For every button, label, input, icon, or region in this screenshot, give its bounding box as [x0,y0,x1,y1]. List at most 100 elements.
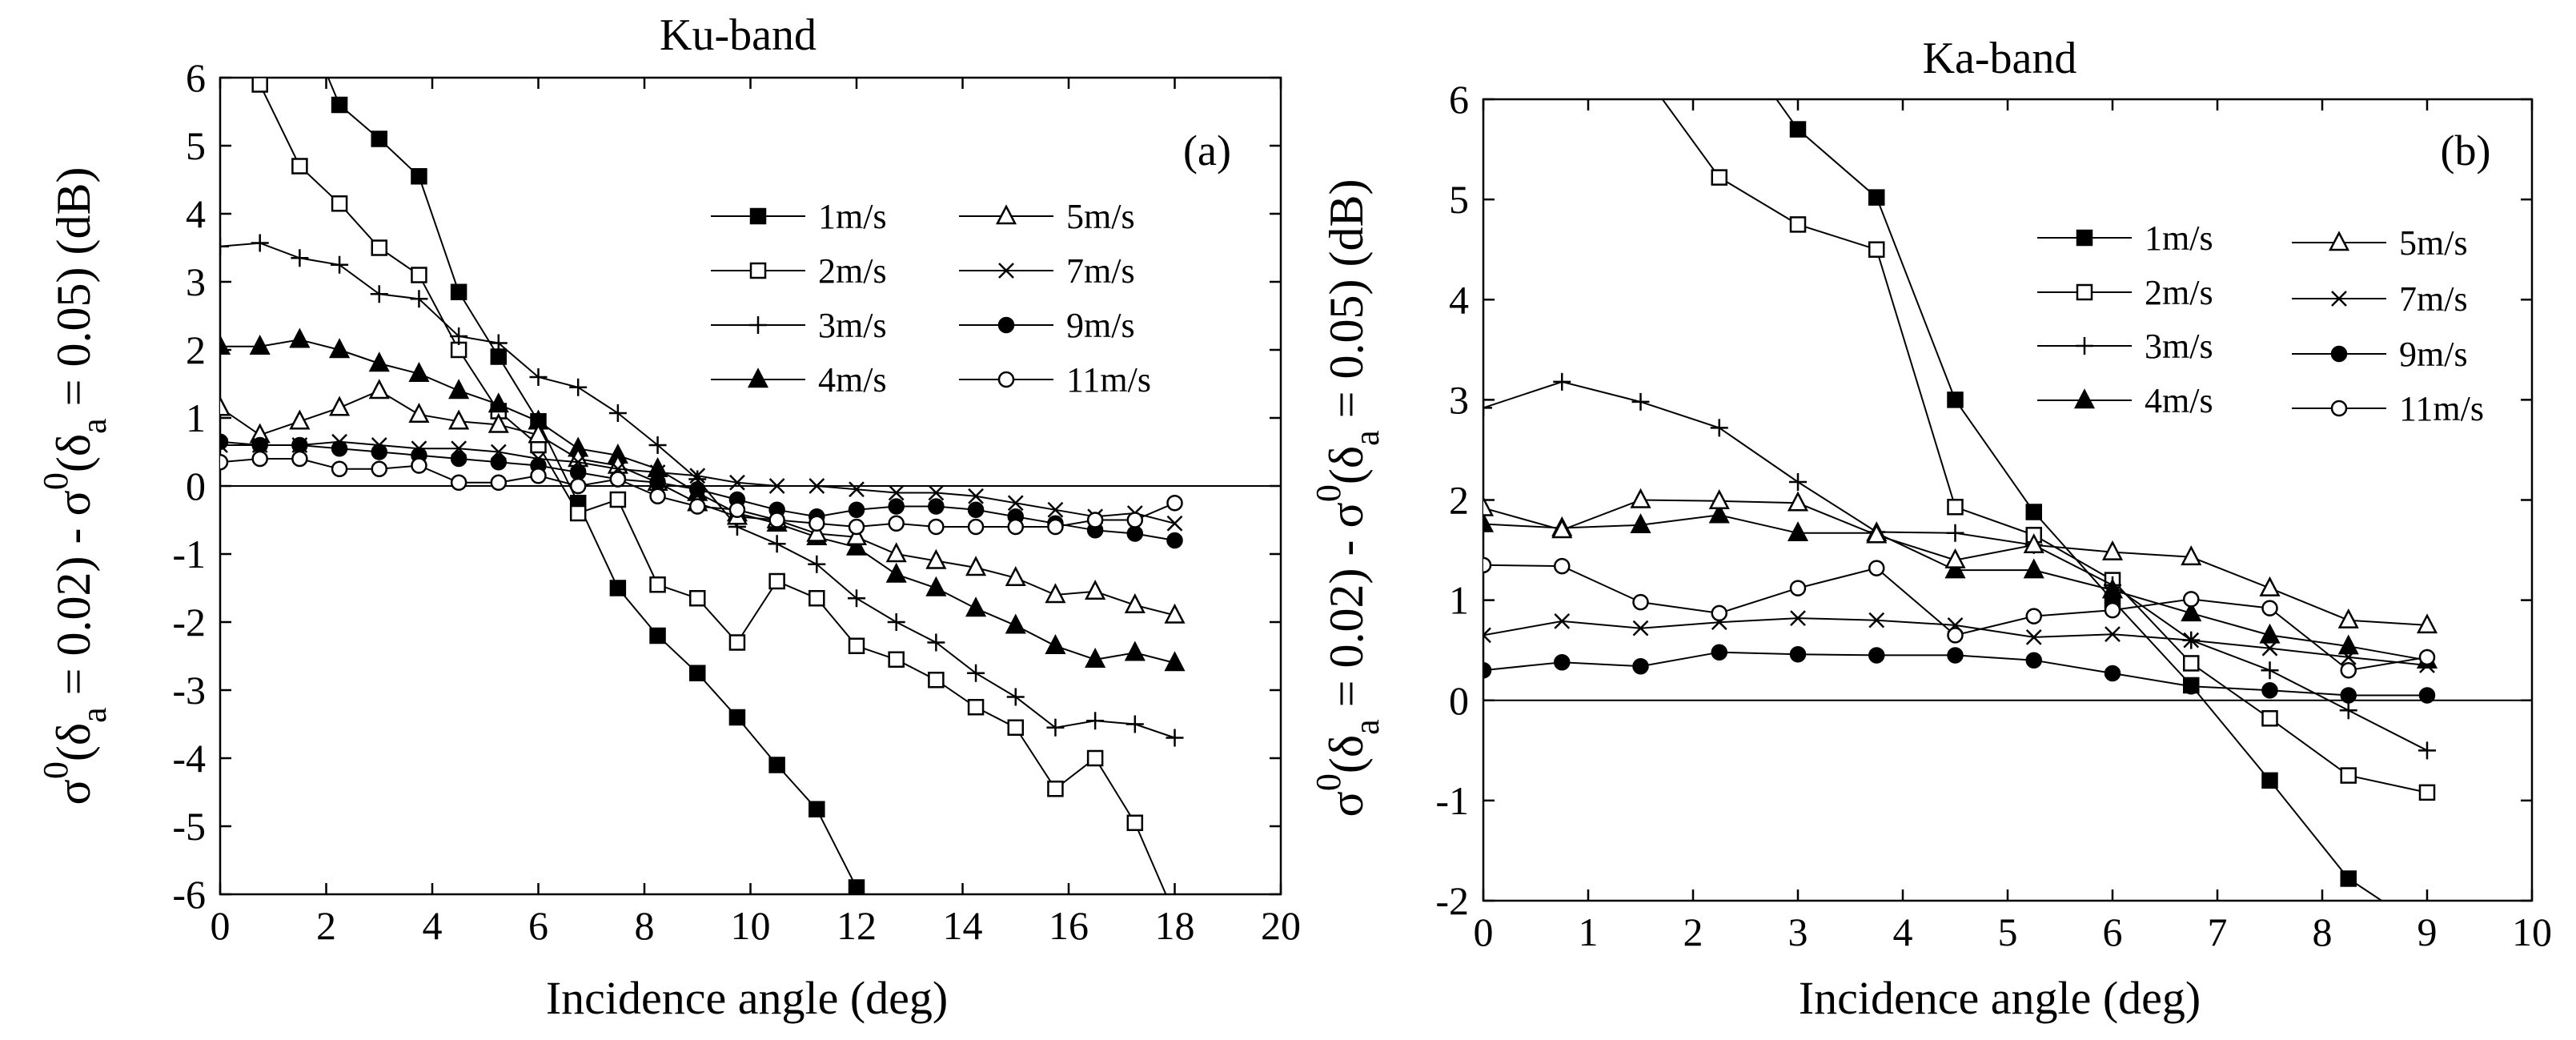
data-point [2183,591,2200,608]
data-point [2340,870,2357,887]
data-point [1947,392,1964,408]
data-point [768,535,786,553]
data-point [848,879,865,894]
data-point [450,450,467,468]
data-point [1166,495,1183,512]
legend-label: 5m/s [2399,223,2468,263]
data-point [331,96,348,114]
y-tick-label: 4 [186,191,206,236]
data-point [928,672,945,689]
legend-label: 5m/s [1066,197,1135,236]
panel-label: (a) [1183,126,1231,175]
legend-marker [749,262,767,279]
data-point [2418,741,2436,760]
data-point [2340,649,2357,665]
data-point [1708,489,1730,510]
data-point [1047,518,1064,536]
data-point [1005,613,1026,634]
data-point [448,379,470,400]
data-point [368,379,390,400]
x-tick-label: 5 [1998,909,2018,954]
y-tick-label: 5 [186,123,206,168]
y-tick-label: -2 [172,600,206,644]
data-point [368,351,390,372]
legend-label: 11m/s [1066,360,1151,400]
data-point [809,515,825,532]
legend-label: 2m/s [818,251,887,291]
data-point [885,562,907,583]
legend-marker [2330,345,2348,363]
data-point [928,518,945,536]
x-tick-label: 0 [211,903,231,948]
data-point [1553,372,1571,391]
data-point [1483,627,1491,644]
data-point [609,580,627,596]
data-point [1710,419,1728,437]
data-point [806,521,828,542]
data-point [1086,712,1105,730]
data-point [450,474,467,491]
data-point [371,460,387,477]
data-point [1483,399,1492,417]
data-point [2418,784,2436,801]
data-point [1164,603,1186,624]
data-point [1946,524,1964,542]
data-point [689,590,706,607]
data-point [1630,488,1651,508]
data-point [371,239,387,256]
x-tick-label: 12 [837,903,877,948]
data-point [331,195,348,212]
data-point [291,158,308,175]
data-point [1047,501,1064,518]
chart-ku-band: Ku-band (a) Incidence angle (deg) σ0(δa … [36,0,1301,1024]
y-tick-label: -2 [1435,878,1469,923]
data-point [1711,169,1727,186]
legend-label: 7m/s [2399,279,2468,319]
data-point [1868,189,1885,206]
data-point [848,501,865,518]
legend-entry: 4m/s [2037,381,2213,420]
data-point [292,2,307,17]
data-point [1007,719,1024,736]
x-tick-label: 2 [1683,909,1703,954]
chart-title: Ku-band [660,10,817,60]
series-11m/s [220,450,1183,536]
y-axis-label: σ0(δa = 0.02) - σ0(δa = 0.05) (dB) [1309,179,1386,817]
legend-entry: 3m/s [711,306,887,345]
data-point [291,436,308,454]
legend-entry: 1m/s [711,197,887,236]
data-point [768,757,785,773]
data-point [649,627,666,644]
data-point [1868,647,1885,664]
data-point [489,334,508,352]
data-point [2259,576,2281,596]
data-point [885,542,907,563]
x-axis-label: Incidence angle (deg) [1799,972,2201,1024]
data-point [289,409,311,430]
data-point [1554,653,1571,671]
data-point [408,403,430,423]
data-point [809,478,825,494]
data-point [809,801,825,817]
data-point [408,362,430,382]
series-1m/s [1776,99,2384,901]
data-point [2261,772,2278,789]
legend-label: 4m/s [818,360,887,400]
data-point [1866,523,1888,544]
legend-label: 3m/s [2145,327,2213,366]
data-point [648,436,667,454]
y-tick-label: 2 [1449,478,1469,523]
y-tick-label: -6 [172,872,206,917]
data-point [1789,121,1807,138]
legend-entry: 7m/s [2292,279,2468,319]
data-point [2183,632,2200,648]
legend-entry: 4m/s [711,360,887,400]
data-point [2337,634,2359,655]
data-point [849,481,865,498]
data-point [1046,718,1065,737]
data-point [728,634,746,651]
data-point [331,255,349,274]
data-point [213,0,227,3]
data-point [2261,640,2278,657]
data-point [1551,518,1573,539]
